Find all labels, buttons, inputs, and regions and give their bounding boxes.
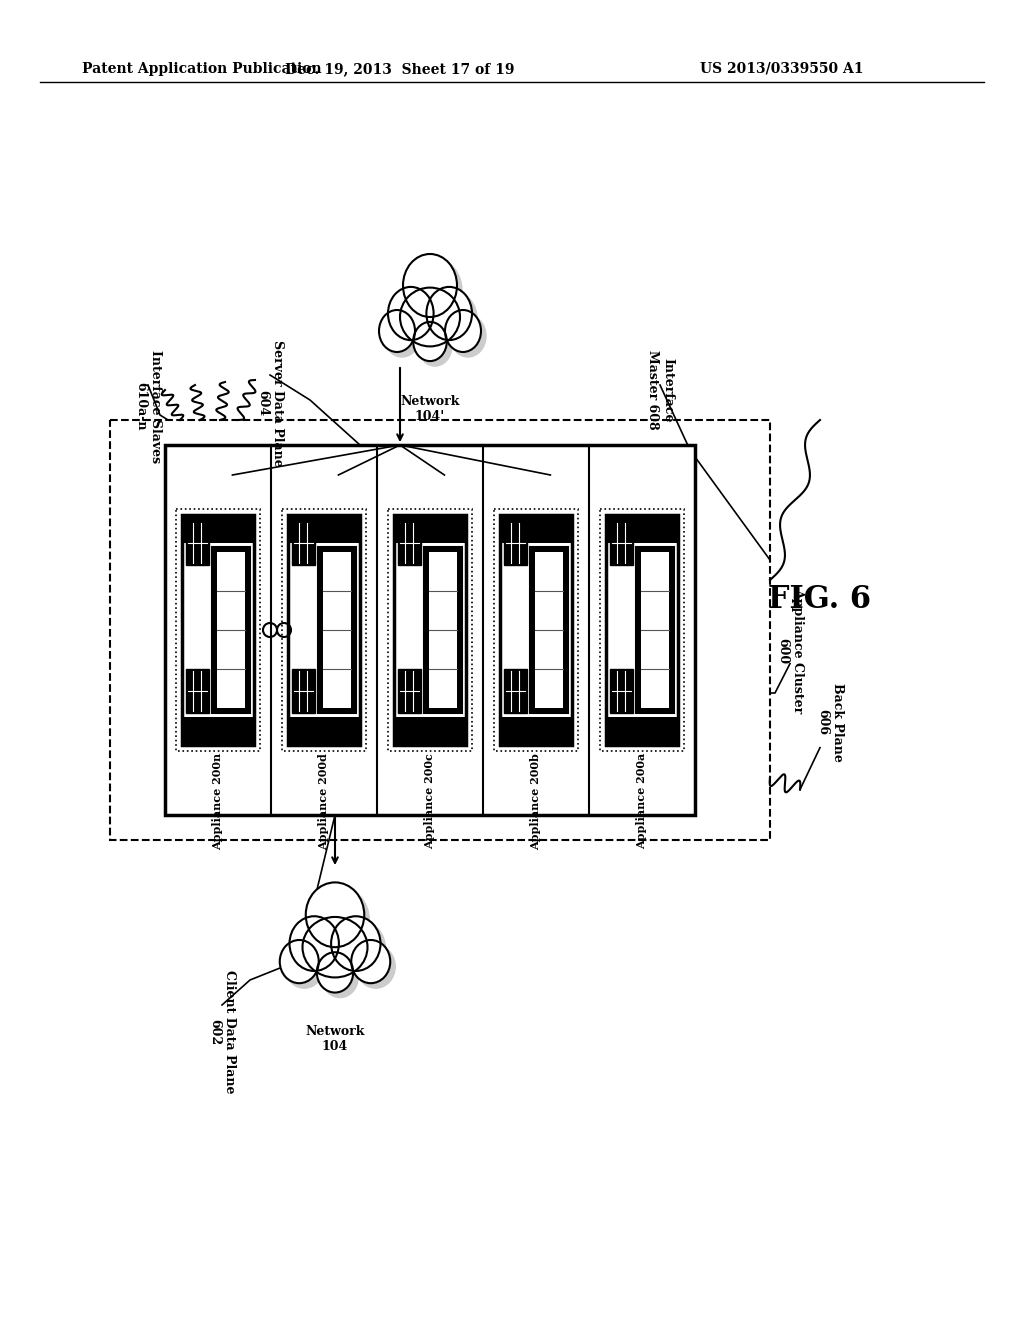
Ellipse shape — [384, 315, 420, 356]
Bar — [185, 520, 209, 565]
Bar — [397, 669, 421, 713]
Text: Appliance 200d: Appliance 200d — [318, 752, 330, 850]
Bar — [494, 510, 578, 751]
Text: Client Data Plane
602: Client Data Plane 602 — [208, 970, 236, 1093]
Ellipse shape — [414, 322, 446, 362]
Bar — [110, 420, 770, 840]
Bar — [165, 445, 695, 814]
Bar — [318, 546, 355, 713]
Bar — [282, 510, 366, 751]
Bar — [288, 717, 360, 744]
Ellipse shape — [302, 917, 368, 977]
Text: Patent Application Publication: Patent Application Publication — [82, 62, 322, 77]
Bar — [288, 515, 360, 744]
Text: FIG. 6: FIG. 6 — [768, 585, 871, 615]
Bar — [292, 520, 314, 565]
Ellipse shape — [331, 916, 381, 972]
Ellipse shape — [426, 286, 472, 341]
Bar — [500, 515, 572, 744]
Ellipse shape — [431, 292, 477, 345]
Ellipse shape — [406, 293, 465, 351]
Text: Dec. 19, 2013  Sheet 17 of 19: Dec. 19, 2013 Sheet 17 of 19 — [286, 62, 515, 77]
Ellipse shape — [295, 921, 344, 975]
Text: US 2013/0339550 A1: US 2013/0339550 A1 — [700, 62, 863, 77]
Bar — [606, 515, 678, 744]
Ellipse shape — [408, 259, 462, 322]
Ellipse shape — [316, 952, 353, 993]
Bar — [609, 669, 633, 713]
Text: Back Plane
606: Back Plane 606 — [816, 682, 844, 762]
Ellipse shape — [418, 327, 452, 366]
Bar — [394, 717, 466, 744]
Bar — [500, 515, 572, 543]
Text: Appliance 200n: Appliance 200n — [213, 752, 223, 850]
Text: Appliance Cluster
600: Appliance Cluster 600 — [776, 589, 804, 714]
Ellipse shape — [379, 310, 415, 352]
Ellipse shape — [393, 292, 438, 345]
Ellipse shape — [322, 957, 358, 998]
Bar — [176, 510, 260, 751]
Bar — [641, 552, 669, 709]
Ellipse shape — [445, 310, 481, 352]
Bar — [324, 552, 350, 709]
Ellipse shape — [388, 286, 433, 341]
Bar — [212, 546, 250, 713]
Text: Appliance 200a: Appliance 200a — [637, 752, 647, 849]
Bar — [429, 552, 457, 709]
Bar — [182, 717, 254, 744]
Bar — [394, 515, 466, 543]
Bar — [388, 510, 472, 751]
Bar — [636, 546, 674, 713]
Ellipse shape — [351, 940, 390, 983]
Ellipse shape — [307, 921, 373, 982]
Ellipse shape — [290, 916, 339, 972]
Ellipse shape — [310, 887, 370, 952]
Bar — [500, 717, 572, 744]
Bar — [606, 515, 678, 543]
Text: Appliance 200b: Appliance 200b — [530, 752, 542, 850]
Bar — [504, 520, 526, 565]
Ellipse shape — [400, 288, 460, 346]
Bar — [182, 515, 254, 543]
Ellipse shape — [336, 921, 385, 975]
Bar — [609, 520, 633, 565]
Bar — [217, 552, 245, 709]
Bar — [600, 510, 684, 751]
Bar — [530, 546, 567, 713]
Text: Interface
Master 608: Interface Master 608 — [646, 350, 674, 429]
Ellipse shape — [306, 882, 365, 948]
Bar — [182, 515, 254, 744]
Text: Appliance 200c: Appliance 200c — [425, 752, 435, 849]
Bar — [397, 520, 421, 565]
Bar — [394, 515, 466, 744]
Bar — [424, 546, 462, 713]
Ellipse shape — [450, 315, 486, 356]
Bar — [292, 669, 314, 713]
Bar — [536, 552, 562, 709]
Bar — [504, 669, 526, 713]
Text: Interface Slaves
610a-n: Interface Slaves 610a-n — [134, 350, 162, 463]
Text: Network
104: Network 104 — [305, 1026, 365, 1053]
Text: Server Data Plane
604: Server Data Plane 604 — [256, 341, 284, 467]
Ellipse shape — [356, 945, 395, 989]
Ellipse shape — [285, 945, 324, 989]
Text: Network
104': Network 104' — [400, 395, 460, 422]
Ellipse shape — [280, 940, 318, 983]
Ellipse shape — [403, 253, 457, 317]
Bar — [606, 717, 678, 744]
Bar — [185, 669, 209, 713]
Bar — [288, 515, 360, 543]
